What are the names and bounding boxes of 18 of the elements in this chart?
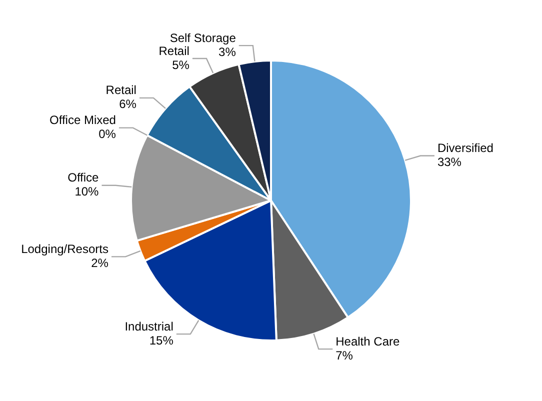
slice-label: Self Storage bbox=[170, 30, 236, 45]
slice-label: Retail bbox=[158, 44, 190, 58]
slice-label: Retail bbox=[106, 83, 136, 98]
slice-label: Lodging/Resorts bbox=[21, 242, 108, 256]
slice-label: Office bbox=[68, 170, 100, 185]
data-label: 7% bbox=[336, 348, 354, 362]
slice-label: Diversified bbox=[437, 141, 494, 156]
text: 0% bbox=[98, 127, 116, 142]
data-label: 6% bbox=[119, 97, 137, 112]
data-label: 2% bbox=[91, 256, 109, 270]
data-label: 15% bbox=[149, 333, 174, 348]
slice-label: Industrial bbox=[124, 319, 174, 334]
category-label: Office Mixed bbox=[50, 113, 116, 128]
data-label: 33% bbox=[437, 155, 462, 170]
data-label: 10% bbox=[74, 184, 100, 199]
data-label: 3% bbox=[218, 44, 236, 59]
slice-label: Health Care bbox=[336, 334, 400, 348]
data-label: 5% bbox=[172, 58, 190, 72]
